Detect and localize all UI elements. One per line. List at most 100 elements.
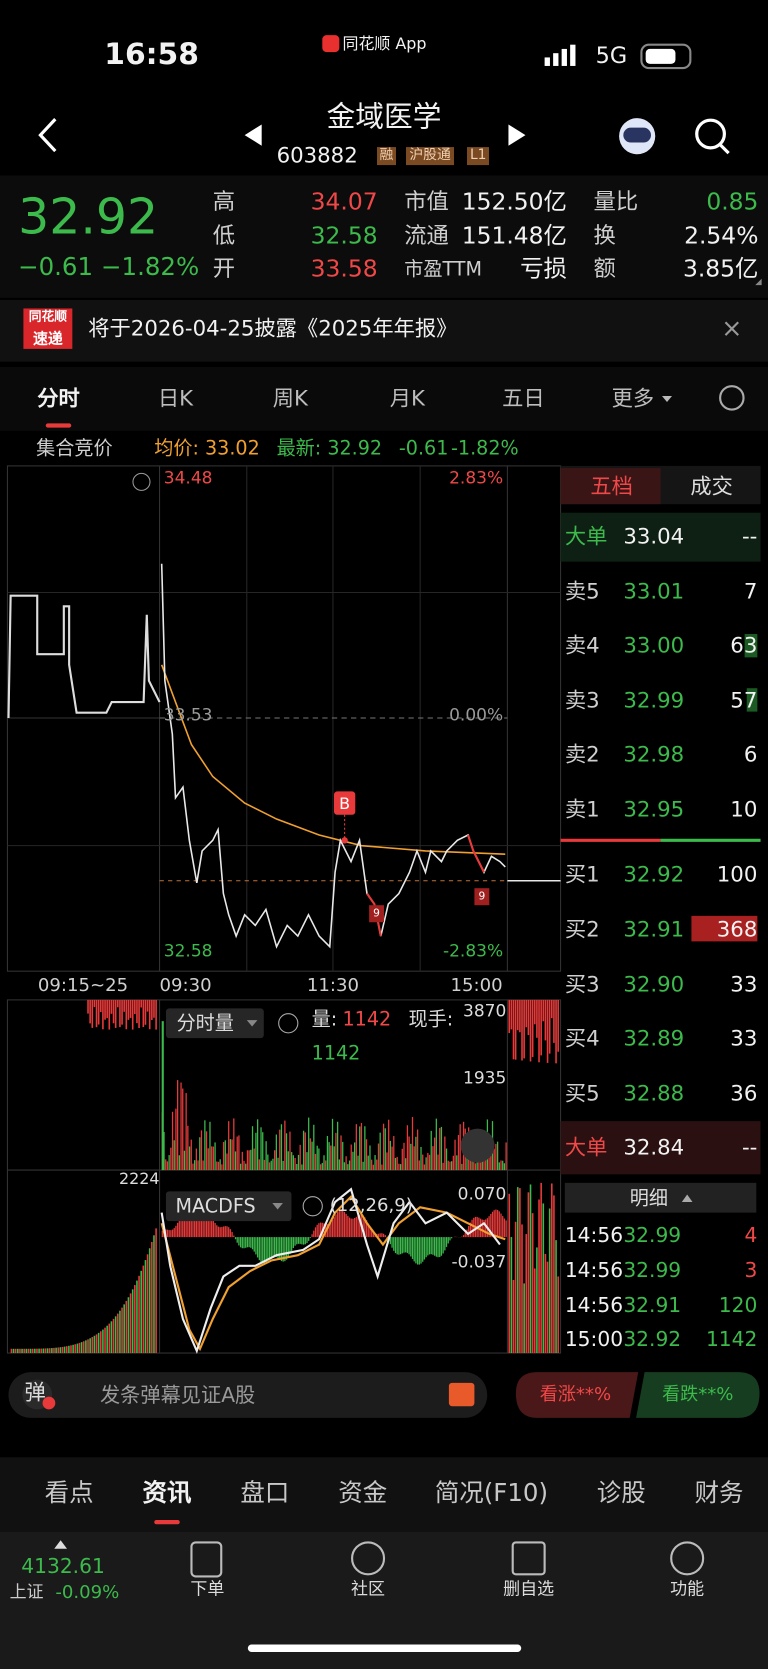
orderbook-label: 买5	[564, 1081, 600, 1107]
auction-bar	[23, 1348, 25, 1354]
macd-bar	[199, 1215, 201, 1238]
macd-bar	[308, 1237, 310, 1241]
chart-tab[interactable]: 月K	[389, 386, 425, 412]
volume-bar	[444, 1136, 446, 1171]
danmaku-bar	[8, 1372, 488, 1418]
bottom-tab[interactable]: 看点	[44, 1478, 94, 1508]
macd-bar	[231, 1232, 233, 1238]
trade-time: 14:56	[564, 1292, 624, 1317]
danmaku-input[interactable]: 发条弹幕见证A股	[99, 1382, 256, 1407]
volume-bar	[161, 1021, 164, 1171]
volume-bar	[377, 1143, 380, 1171]
chart-tab[interactable]: 日K	[157, 386, 194, 412]
bottom-tab[interactable]: 财务	[694, 1478, 744, 1508]
volume-bar	[282, 1160, 284, 1171]
macd-bar	[389, 1237, 392, 1245]
battery-icon	[640, 43, 692, 70]
orderbook-tab[interactable]: 成交	[690, 474, 733, 500]
orderbook-tab[interactable]: 五档	[590, 474, 633, 500]
macd-bar	[319, 1222, 322, 1238]
bottom-tab[interactable]: 资讯	[142, 1478, 192, 1508]
auction-bar	[527, 1192, 530, 1354]
auction-bar	[151, 1241, 153, 1354]
macd-bar	[331, 1219, 334, 1238]
avg-line	[160, 664, 506, 855]
nav-item[interactable]: 删自选	[503, 1579, 555, 1600]
volume-bar	[382, 1123, 385, 1171]
macd-bar	[270, 1237, 272, 1258]
macd-title[interactable]: MACDFS	[175, 1194, 256, 1218]
orderbook-volume: 36	[730, 1081, 758, 1107]
orderbook-price: 32.98	[623, 742, 685, 768]
macd-bar	[282, 1237, 284, 1262]
macd-bar	[495, 1209, 497, 1238]
auction-bar	[99, 999, 102, 1013]
volume-bar	[490, 1144, 492, 1171]
chart-tab[interactable]: 分时	[37, 386, 80, 412]
auction-bar	[153, 1235, 155, 1354]
bottom-tab[interactable]: 资金	[338, 1478, 388, 1508]
index-name: 上证	[9, 1582, 44, 1603]
macd-bar	[430, 1237, 432, 1255]
volume-bar	[360, 1123, 363, 1171]
index-value[interactable]: 4132.61	[21, 1553, 105, 1578]
bottom-tab[interactable]: 盘口	[240, 1478, 290, 1508]
macd-bar	[314, 1227, 317, 1238]
help-icon	[278, 1013, 299, 1034]
up-button	[515, 1372, 639, 1418]
macd-bar	[255, 1237, 257, 1255]
nav-item[interactable]: 社区	[351, 1579, 386, 1600]
volume-bar	[420, 1146, 422, 1171]
macd-bar	[175, 1225, 177, 1238]
price-line	[160, 563, 506, 949]
auction-bar	[146, 1254, 149, 1354]
volume-bar	[461, 1163, 463, 1171]
volume-bar	[393, 1136, 395, 1171]
auction-bar	[142, 1265, 145, 1354]
volume-bar	[330, 1145, 332, 1171]
macd-bar	[277, 1237, 279, 1259]
chart-tab[interactable]: 周K	[272, 386, 308, 412]
auction-bar	[99, 1331, 102, 1354]
macd-bar	[496, 1209, 499, 1238]
auction-bar	[136, 999, 138, 1024]
vote-down[interactable]: 看跌**%	[662, 1383, 734, 1405]
auction-bar	[97, 999, 100, 1025]
macd-bar	[318, 1223, 320, 1238]
bottom-tab[interactable]: 简况(F10)	[434, 1478, 549, 1508]
volume-bar	[416, 1129, 419, 1171]
nav-item[interactable]: 下单	[190, 1579, 225, 1600]
volume-bar	[180, 1082, 182, 1171]
volume-bar	[217, 1161, 220, 1171]
battery-level	[645, 48, 676, 64]
dropdown-icon	[272, 1203, 283, 1210]
macd-bar	[381, 1233, 383, 1238]
volume-bar	[343, 1162, 346, 1171]
volume-bar	[285, 1133, 288, 1171]
volume-bar	[435, 1118, 437, 1171]
detail-title[interactable]: 明细	[629, 1186, 668, 1210]
stat-value: 亏损	[520, 254, 567, 283]
nav-item[interactable]: 功能	[670, 1579, 705, 1600]
auction-bar	[527, 999, 530, 1036]
danmaku-icon[interactable]: 弹	[24, 1380, 46, 1406]
volume-title[interactable]: 分时量	[176, 1011, 234, 1035]
macd-bar	[391, 1237, 393, 1248]
chart-tab[interactable]: 五日	[502, 386, 545, 412]
vote-up[interactable]: 看涨**%	[539, 1383, 612, 1405]
volume-bar	[359, 1126, 361, 1171]
macd-bar	[211, 1217, 213, 1238]
auction-bar	[114, 1316, 117, 1354]
orderbook-price: 32.95	[623, 797, 685, 823]
notice-text[interactable]: 将于2026-04-25披露《2025年年报》	[88, 316, 458, 342]
volume-bar	[452, 1155, 454, 1171]
sell-segment	[366, 892, 382, 937]
bottom-tab[interactable]: 诊股	[596, 1478, 646, 1508]
macd-bar	[491, 1211, 494, 1238]
macd-bar	[340, 1209, 342, 1238]
auction-bar	[553, 999, 555, 1043]
macd-bar	[384, 1235, 386, 1238]
volume-bar	[318, 1148, 320, 1171]
chart-tab[interactable]: 更多	[611, 386, 655, 412]
